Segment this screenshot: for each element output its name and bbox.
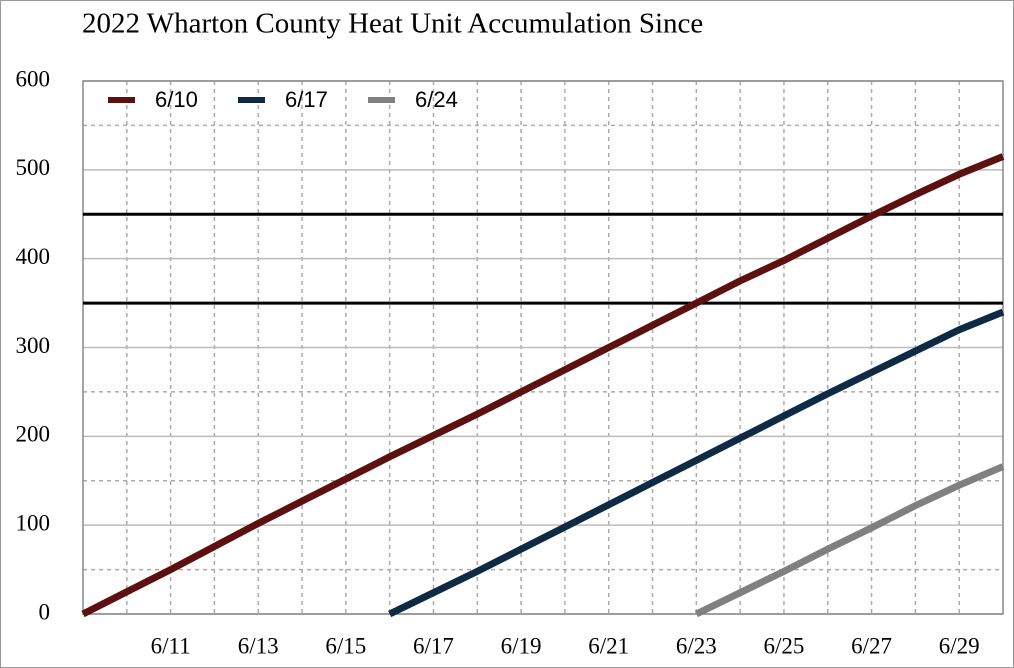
series-line bbox=[388, 308, 1005, 618]
y-tick-label: 500 bbox=[16, 155, 51, 180]
y-tick-label: 100 bbox=[16, 510, 51, 535]
y-tick-label: 600 bbox=[16, 66, 51, 91]
legend-label: 6/10 bbox=[155, 87, 198, 112]
y-tick-label: 0 bbox=[39, 599, 51, 624]
x-tick-label: 6/17 bbox=[413, 633, 454, 658]
x-tick-label: 6/27 bbox=[851, 633, 892, 658]
legend-label: 6/17 bbox=[285, 87, 328, 112]
chart-title: 2022 Wharton County Heat Unit Accumulati… bbox=[82, 8, 703, 40]
x-tick-label: 6/11 bbox=[151, 633, 191, 658]
x-tick-label: 6/21 bbox=[588, 633, 629, 658]
y-tick-label: 200 bbox=[16, 422, 51, 447]
x-tick-label: 6/19 bbox=[501, 633, 542, 658]
series-line bbox=[81, 153, 1005, 618]
y-tick-label: 300 bbox=[16, 333, 51, 358]
x-tick-label: 6/25 bbox=[764, 633, 805, 658]
plot-border bbox=[82, 80, 1004, 615]
x-tick-label: 6/13 bbox=[238, 633, 279, 658]
y-tick-label: 400 bbox=[16, 244, 51, 269]
legend-label: 6/24 bbox=[415, 87, 458, 112]
x-tick-label: 6/15 bbox=[325, 633, 366, 658]
x-tick-label: 6/29 bbox=[939, 633, 980, 658]
x-tick-label: 6/23 bbox=[676, 633, 717, 658]
series-line bbox=[694, 463, 1005, 618]
